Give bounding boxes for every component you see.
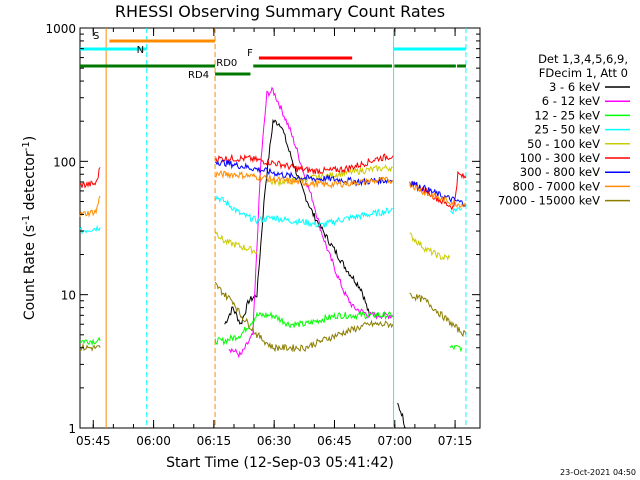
markers-layer xyxy=(105,28,467,428)
series-line xyxy=(228,86,393,359)
legend-entry: 25 - 50 keV xyxy=(534,123,630,137)
y-axis-label: Count Rate (s-1 detector-1) xyxy=(21,136,38,320)
plot-frame xyxy=(79,27,481,429)
flags-layer: S N F RD0 RD4 xyxy=(80,31,466,81)
series-8 xyxy=(79,281,467,353)
y-axis-label-mid: detector xyxy=(22,151,38,215)
series-line xyxy=(79,195,101,218)
ticks-layer: 1 10 100 1000 05:45 06:00 06:15 06:30 06:45 07:00… xyxy=(45,22,480,448)
series-line xyxy=(449,207,463,215)
y-axis-label-end: ) xyxy=(22,136,38,141)
legend-header-2: FDecim 1, Att 0 xyxy=(539,66,628,80)
x-tick-label: 06:00 xyxy=(136,434,171,448)
flag-label: S xyxy=(93,31,99,42)
x-axis-label: Start Time (12-Sep-03 05:41:42) xyxy=(166,455,394,471)
series-4 xyxy=(214,164,451,261)
y-axis-label-sup2: -1 xyxy=(21,141,32,151)
series-line xyxy=(79,342,101,352)
y-tick-label: 1000 xyxy=(45,22,76,36)
legend-label: 50 - 100 keV xyxy=(527,137,600,151)
legend-entry: 3 - 6 keV xyxy=(549,80,630,94)
flag-bar-rd0: RD0 xyxy=(80,58,466,69)
series-line xyxy=(409,180,467,208)
y-axis-label-sup1: -1 xyxy=(21,215,32,225)
legend-label: 12 - 25 keV xyxy=(534,108,600,122)
x-tick-label: 07:00 xyxy=(377,434,412,448)
series-line xyxy=(397,402,406,429)
series-line xyxy=(79,336,101,347)
y-tick-label: 100 xyxy=(53,155,76,169)
series-line xyxy=(409,181,467,209)
x-tick-label: 07:15 xyxy=(438,434,473,448)
series-line xyxy=(409,292,467,338)
flag-label: N xyxy=(137,45,144,56)
legend-label: 6 - 12 keV xyxy=(542,94,600,108)
series-line xyxy=(409,232,451,261)
series-line xyxy=(449,344,463,353)
series-line xyxy=(214,281,394,353)
generation-timestamp: 23-Oct-2021 04:50 xyxy=(560,468,636,477)
flag-bar-f: F xyxy=(247,48,353,60)
series-line xyxy=(224,118,370,325)
legend-entry: 100 - 300 keV xyxy=(520,151,630,165)
flag-label: F xyxy=(247,48,253,59)
y-axis-label-main: Count Rate (s xyxy=(22,225,38,320)
series-2 xyxy=(79,310,463,353)
legend-entry: 800 - 7000 keV xyxy=(512,179,630,193)
legend-label: 100 - 300 keV xyxy=(520,151,600,165)
legend-entry: 12 - 25 keV xyxy=(534,108,630,122)
series-3 xyxy=(79,195,463,236)
flag-bar-s: S xyxy=(93,31,216,43)
series-line xyxy=(214,195,393,228)
legend: Det 1,3,4,5,6,9, FDecim 1, Att 0 3 - 6 k… xyxy=(498,52,630,208)
legend-label: 800 - 7000 keV xyxy=(512,179,600,193)
series-line xyxy=(214,169,394,189)
x-tick-label: 06:30 xyxy=(257,434,292,448)
series-line xyxy=(214,310,394,346)
series-line xyxy=(214,159,394,187)
flag-bar-rd4: RD4 xyxy=(188,70,251,81)
series-line xyxy=(214,231,258,256)
flag-label: RD0 xyxy=(216,58,237,69)
legend-label: 25 - 50 keV xyxy=(534,123,600,137)
x-tick-label: 06:15 xyxy=(197,434,232,448)
series-1 xyxy=(228,86,393,359)
legend-label: 7000 - 15000 keV xyxy=(498,194,600,208)
series-0 xyxy=(224,118,406,429)
series-layer xyxy=(79,86,467,429)
legend-label: 300 - 800 keV xyxy=(520,165,600,179)
legend-entry: 7000 - 15000 keV xyxy=(498,194,630,208)
legend-entry: 300 - 800 keV xyxy=(520,165,630,179)
series-line xyxy=(79,167,101,189)
y-tick-label: 1 xyxy=(68,422,76,436)
x-tick-label: 06:45 xyxy=(317,434,352,448)
flag-bar-n: N xyxy=(80,45,466,56)
series-line xyxy=(79,224,101,236)
series-line xyxy=(268,164,393,188)
flag-label: RD4 xyxy=(188,70,209,81)
legend-entry: 50 - 100 keV xyxy=(527,137,630,151)
chart-title: RHESSI Observing Summary Count Rates xyxy=(115,2,445,21)
legend-header-1: Det 1,3,4,5,6,9, xyxy=(538,52,628,66)
legend-label: 3 - 6 keV xyxy=(549,80,600,94)
y-tick-label: 10 xyxy=(61,289,76,303)
series-7 xyxy=(79,169,467,218)
legend-entry: 6 - 12 keV xyxy=(542,94,630,108)
series-line xyxy=(214,153,394,175)
x-tick-label: 05:45 xyxy=(76,434,111,448)
